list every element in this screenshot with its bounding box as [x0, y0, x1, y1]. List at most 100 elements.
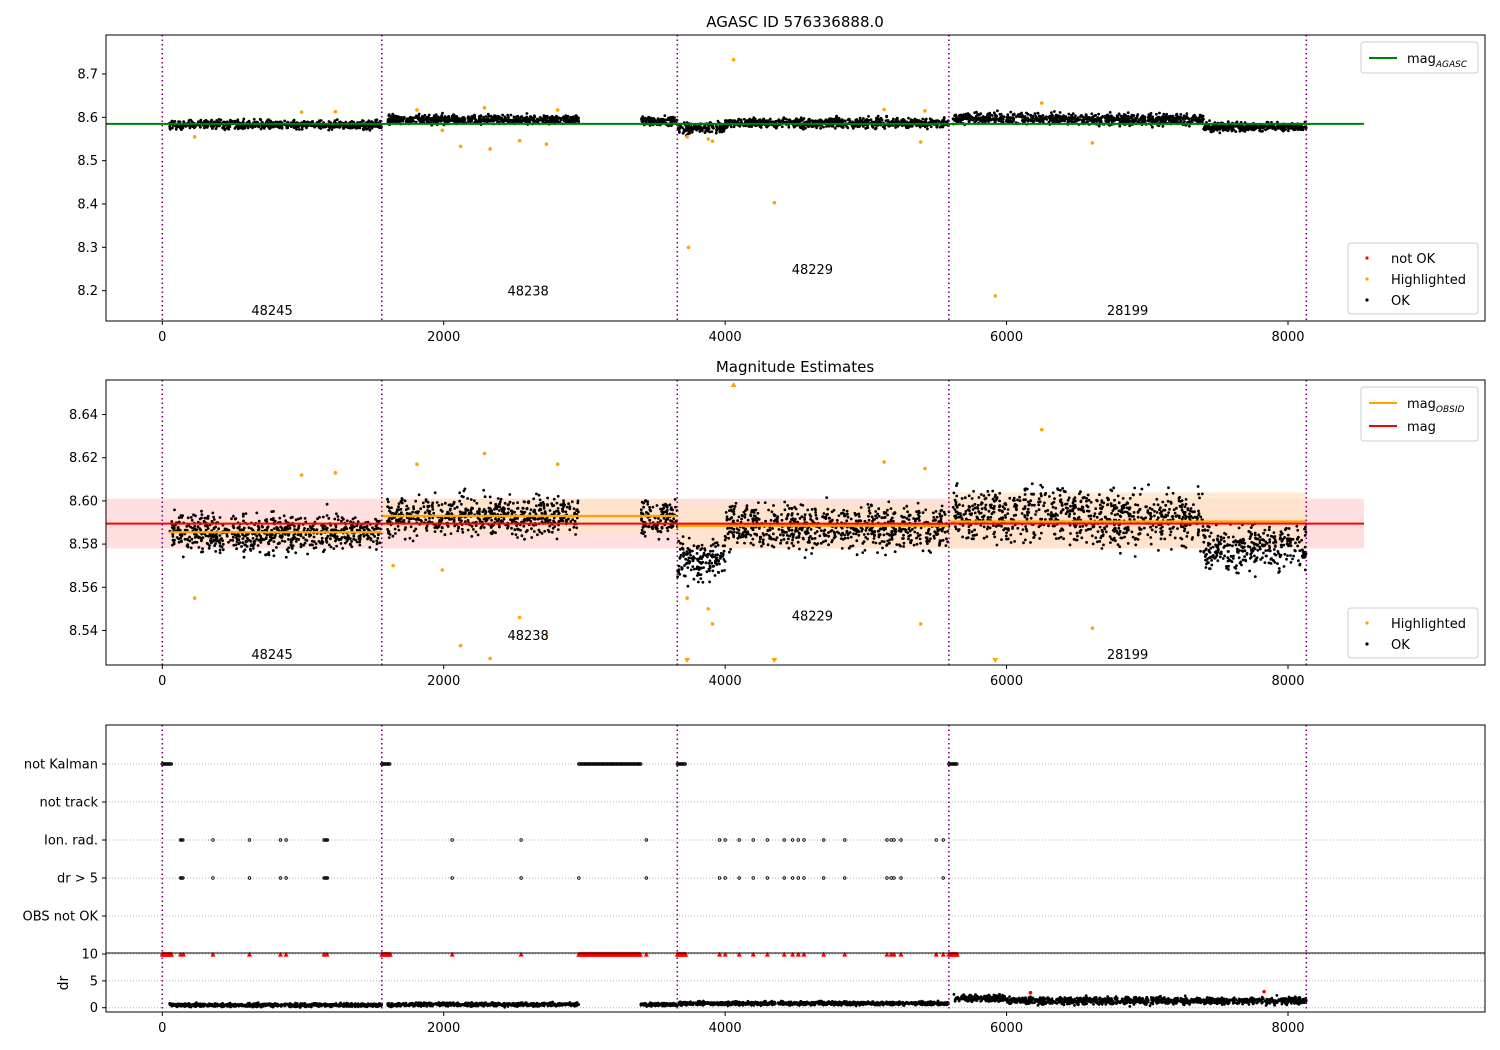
ok-point	[1174, 113, 1178, 117]
highlighted-point	[333, 109, 338, 114]
ok-point	[577, 119, 580, 123]
ok-point	[460, 527, 464, 531]
highlighted-point	[458, 144, 463, 149]
ok-point	[440, 510, 444, 513]
ok-point	[375, 527, 379, 531]
ok-point	[528, 512, 532, 515]
ok-point	[1188, 124, 1191, 128]
ok-point	[236, 127, 240, 131]
ok-point	[339, 542, 343, 545]
ok-point	[490, 518, 493, 522]
y-tick-label: 8.6	[77, 111, 98, 126]
ok-point	[256, 124, 260, 128]
ok-point	[535, 120, 539, 123]
ok-point	[961, 117, 965, 120]
ok-point	[353, 516, 357, 519]
ok-point	[674, 505, 677, 509]
ok-point	[188, 539, 192, 543]
ok-point	[460, 494, 464, 498]
ok-point	[395, 510, 399, 514]
ok-point	[575, 526, 579, 530]
ok-point	[195, 540, 199, 544]
ok-point	[1149, 114, 1152, 117]
ok-point	[1258, 128, 1262, 132]
ok-point	[1161, 119, 1165, 123]
ok-point	[359, 533, 362, 537]
ok-point	[556, 494, 560, 498]
ok-point	[437, 504, 441, 507]
ok-point	[548, 509, 552, 512]
ok-point	[574, 114, 578, 118]
ok-point	[277, 541, 281, 545]
ok-point	[1227, 128, 1231, 131]
ok-point	[269, 518, 273, 521]
ok-point	[1053, 110, 1056, 113]
ok-point	[327, 128, 331, 132]
ok-point	[387, 113, 391, 116]
ok-point	[1045, 118, 1049, 121]
ok-point	[535, 504, 538, 508]
ok-point	[568, 505, 572, 508]
ok-point	[884, 119, 888, 123]
ok-point	[327, 517, 331, 520]
ok-point	[1128, 116, 1132, 120]
ok-point	[400, 118, 403, 122]
ok-point	[414, 499, 418, 503]
ok-point	[361, 119, 364, 122]
ok-point	[258, 117, 262, 121]
ok-point	[1074, 114, 1077, 118]
ok-point	[199, 125, 202, 129]
ok-point	[272, 510, 275, 513]
ok-point	[397, 508, 401, 512]
ok-point	[475, 501, 479, 505]
ok-point	[174, 127, 178, 131]
ok-point	[394, 117, 398, 121]
ok-point	[551, 118, 555, 122]
ok-point	[977, 113, 981, 117]
ok-point	[182, 120, 186, 123]
ok-point	[691, 549, 694, 553]
ok-point	[1208, 119, 1211, 122]
ok-point	[862, 117, 865, 120]
ok-point	[397, 116, 400, 120]
ok-point	[554, 119, 557, 122]
ok-point	[170, 520, 174, 523]
ok-point	[173, 538, 176, 542]
ok-point	[682, 129, 686, 133]
ok-point	[412, 505, 415, 509]
ok-point	[1151, 125, 1154, 129]
ok-point	[494, 517, 497, 521]
ok-point	[670, 526, 673, 529]
ok-point	[560, 517, 564, 521]
ok-point	[345, 519, 349, 523]
ok-point	[1273, 127, 1277, 131]
ok-point	[196, 535, 200, 539]
ok-point	[203, 516, 207, 520]
ok-point	[185, 528, 189, 532]
ok-point	[177, 516, 181, 520]
ok-point	[415, 517, 418, 521]
ok-point	[411, 510, 414, 514]
ok-point	[419, 519, 423, 522]
ok-point	[501, 120, 505, 124]
ok-point	[186, 543, 190, 546]
ok-point	[671, 512, 674, 516]
ok-point	[186, 537, 189, 541]
ok-point	[482, 488, 486, 492]
ok-point	[232, 514, 235, 518]
ok-point	[278, 120, 282, 124]
ok-point	[825, 125, 828, 128]
ok-point	[289, 543, 293, 547]
ok-point	[796, 118, 800, 122]
ok-point	[470, 535, 474, 538]
ok-point	[387, 118, 391, 122]
ok-point	[406, 512, 409, 516]
ok-point	[297, 125, 300, 129]
ok-point	[323, 124, 327, 128]
ok-point	[449, 532, 453, 535]
ok-point	[409, 517, 413, 521]
ok-point	[646, 502, 650, 506]
ok-point	[237, 542, 241, 546]
ok-point	[177, 540, 181, 544]
